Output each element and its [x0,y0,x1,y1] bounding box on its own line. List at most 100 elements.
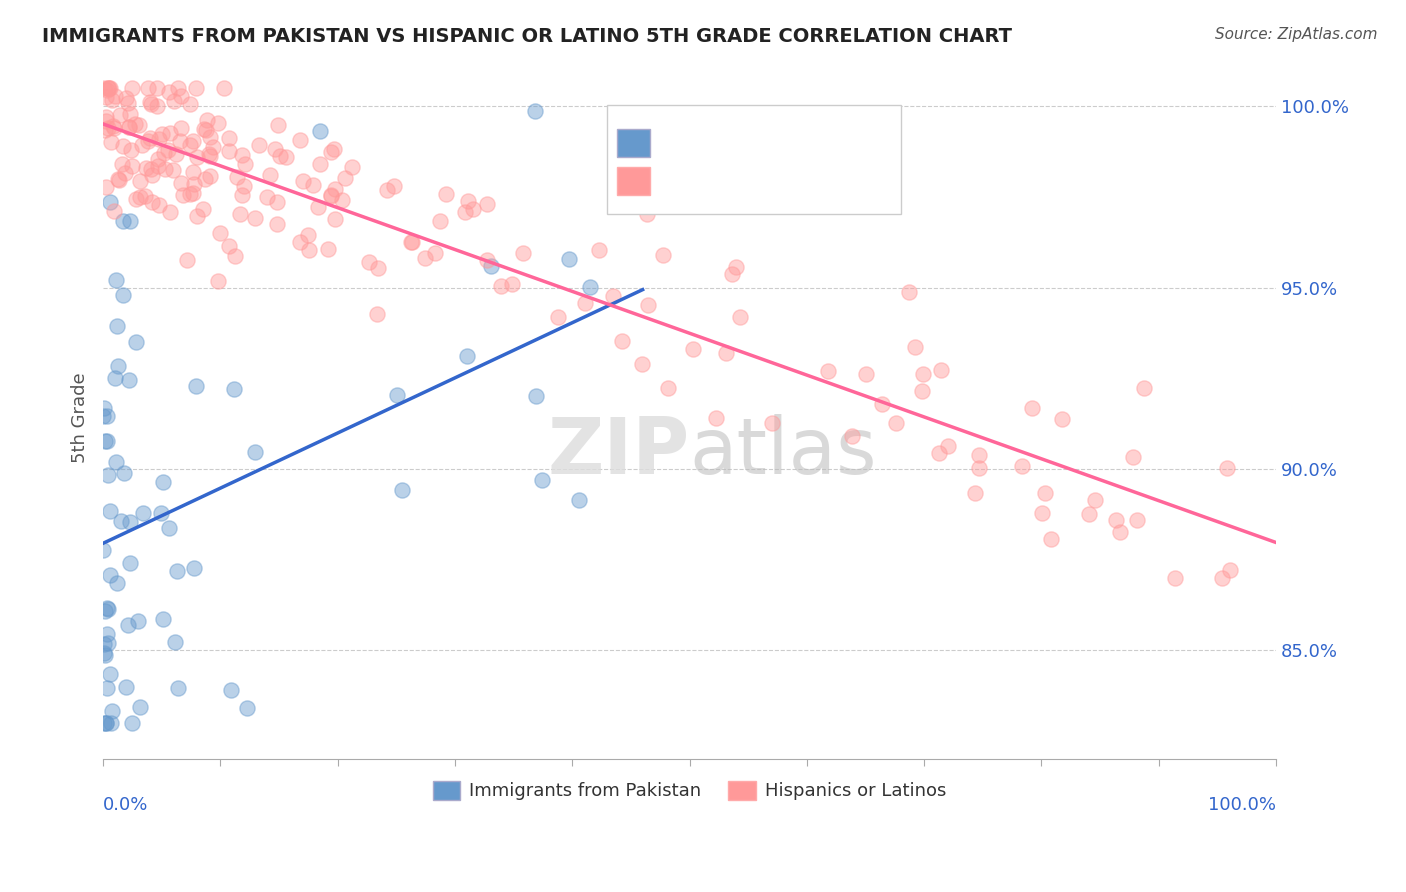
Point [259,168,281,182]
Point [218,239,240,253]
Point [128,118,150,132]
Point [98,195,121,210]
Point [114,91,136,105]
Point [631,358,654,372]
Point [96,111,118,125]
Point [198,130,221,145]
Point [107,172,129,186]
Point [323,142,346,156]
Point [434,187,457,202]
Point [117,617,139,632]
Point [120,144,142,158]
Point [93,81,115,95]
Point [96,715,118,730]
Point [276,150,298,164]
Point [912,367,935,381]
Point [121,159,143,173]
Point [136,134,159,148]
Point [249,137,271,152]
Point [114,680,136,694]
Point [176,252,198,267]
Point [181,134,204,148]
Point [263,142,285,156]
Point [1031,506,1053,520]
Point [139,130,162,145]
Point [243,445,266,459]
Point [97,81,120,95]
Point [333,170,356,185]
Point [200,149,222,163]
Text: R =  0.411   N=  70: R = 0.411 N= 70 [661,128,883,147]
Point [117,96,139,111]
Point [221,683,243,698]
Point [118,120,141,134]
Point [602,289,624,303]
Point [103,120,125,134]
FancyBboxPatch shape [617,128,650,157]
Point [413,251,436,265]
Point [96,114,118,128]
Point [524,389,547,403]
Point [141,194,163,209]
Point [817,363,839,377]
Point [200,169,222,184]
Point [1108,524,1130,539]
Point [163,94,186,108]
Point [1215,461,1237,475]
Point [501,277,523,292]
Point [93,715,115,730]
Point [148,132,170,146]
Point [105,319,128,334]
Point [167,81,190,95]
Point [127,614,149,628]
Point [479,259,502,273]
Point [1105,513,1128,527]
Point [728,310,751,324]
Point [401,235,423,250]
Point [936,439,959,453]
Text: R = -0.928   N= 201: R = -0.928 N= 201 [661,166,883,185]
Point [399,235,422,249]
Point [557,252,579,266]
Point [170,176,193,190]
Point [100,705,122,719]
Point [94,122,117,136]
Point [385,388,408,402]
Point [94,648,117,663]
Text: 100.0%: 100.0% [1208,797,1277,814]
Point [152,475,174,489]
Point [1132,381,1154,395]
Point [841,429,863,443]
Point [377,183,399,197]
Point [128,190,150,204]
Point [316,242,339,256]
Point [93,542,115,557]
Point [156,144,179,158]
Point [266,195,288,210]
Point [228,207,250,221]
Point [224,249,246,263]
Point [103,120,125,135]
Point [112,139,135,153]
Point [195,113,218,128]
Point [1122,450,1144,464]
Point [292,173,315,187]
Point [1033,486,1056,500]
Point [226,169,249,184]
Point [267,118,290,132]
Point [236,701,259,715]
Point [1126,513,1149,527]
Point [307,200,329,214]
Point [108,172,131,186]
Point [928,446,950,460]
Point [94,179,117,194]
Point [297,228,319,243]
Point [429,214,451,228]
Point [969,461,991,475]
Point [146,153,169,167]
Point [191,202,214,216]
Point [141,97,163,112]
Point [101,93,124,107]
Point [1021,401,1043,415]
Legend: Immigrants from Pakistan, Hispanics or Latinos: Immigrants from Pakistan, Hispanics or L… [426,774,953,807]
